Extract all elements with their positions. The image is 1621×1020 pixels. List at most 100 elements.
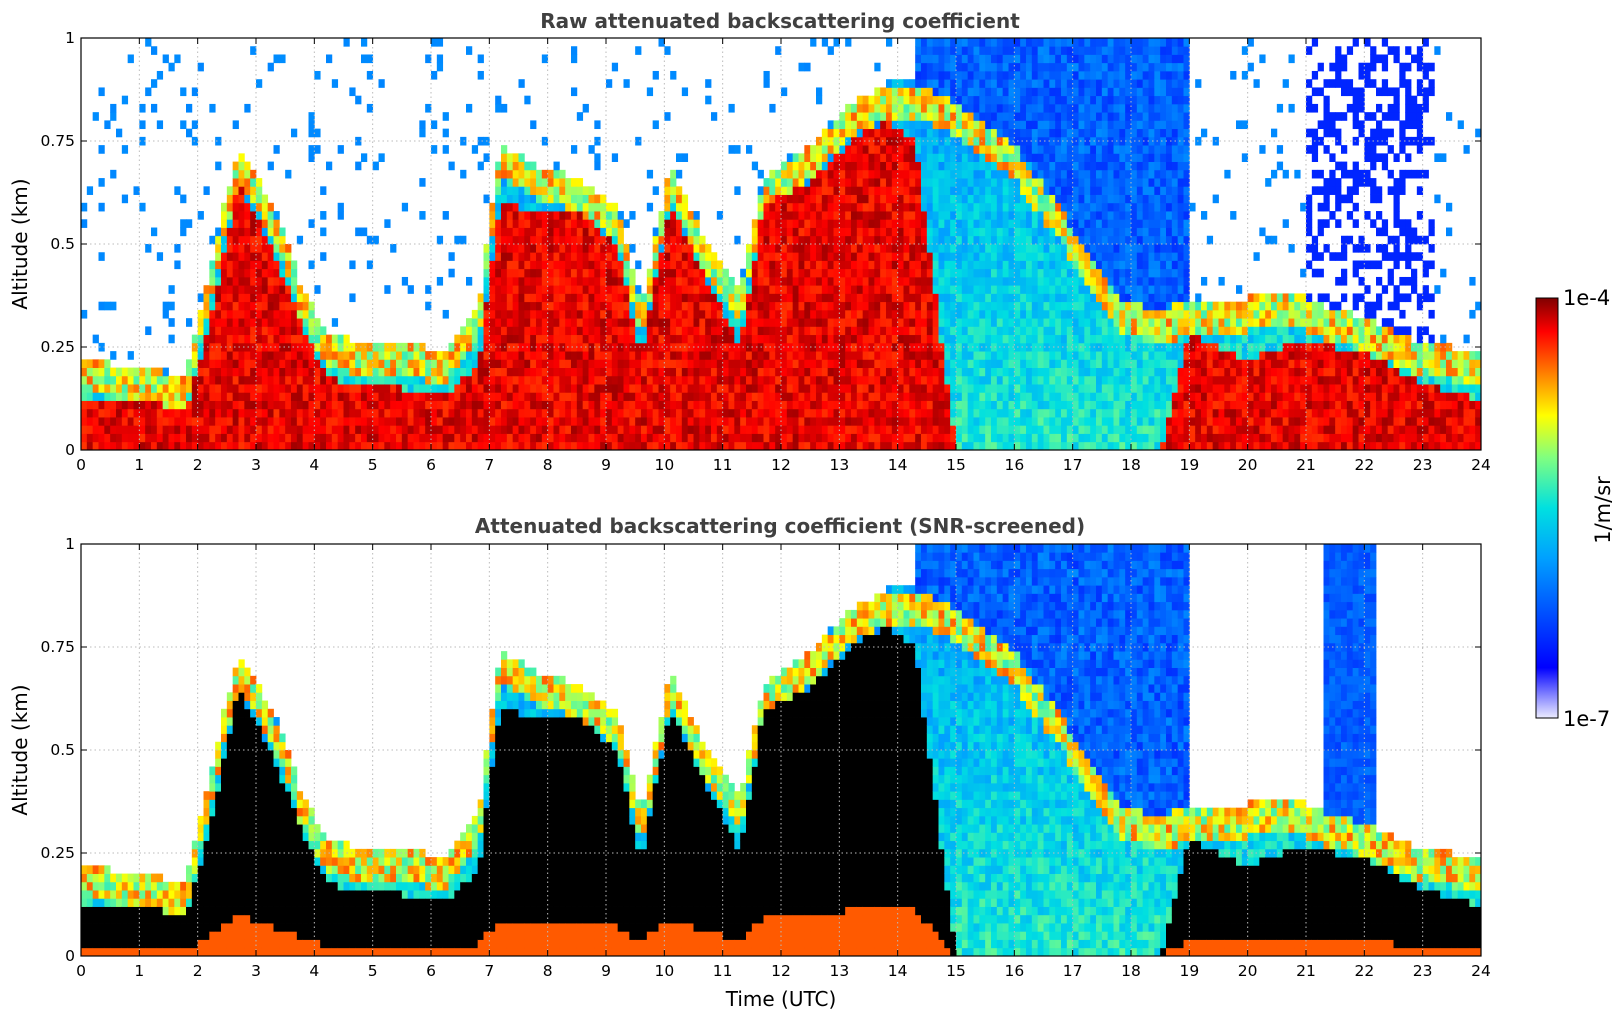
- heatmap-cell: [1043, 120, 1050, 130]
- heatmap-cell: [769, 186, 776, 195]
- heatmap-cell: [979, 326, 986, 336]
- heatmap-cell: [996, 318, 1004, 327]
- heatmap-cell: [419, 392, 426, 401]
- heatmap-cell: [845, 334, 852, 344]
- heatmap-cell: [81, 375, 88, 385]
- heatmap-cell: [891, 252, 899, 261]
- heatmap-cell: [757, 260, 764, 270]
- heatmap-cell: [285, 169, 292, 179]
- heatmap-cell: [786, 219, 794, 228]
- heatmap-cell: [238, 359, 245, 368]
- heatmap-cell: [238, 293, 245, 303]
- heatmap-cell: [250, 285, 257, 294]
- heatmap-cell: [985, 351, 992, 360]
- heatmap-cell: [792, 169, 799, 179]
- heatmap-cell: [623, 433, 630, 443]
- heatmap-cell: [139, 375, 146, 385]
- heatmap-cell: [956, 441, 963, 451]
- heatmap-cell: [221, 252, 228, 261]
- heatmap-cell: [845, 153, 852, 162]
- heatmap-cell: [588, 351, 595, 360]
- heatmap-cell: [961, 194, 969, 204]
- heatmap-cell: [180, 400, 187, 410]
- heatmap-cell: [938, 153, 945, 162]
- heatmap-cell: [518, 309, 525, 319]
- heatmap-cell: [991, 326, 998, 336]
- heatmap-cell: [921, 103, 928, 113]
- heatmap-cell: [938, 95, 945, 105]
- heatmap-cell: [652, 276, 659, 286]
- heatmap-cell: [256, 433, 263, 443]
- heatmap-cell: [816, 252, 823, 261]
- heatmap-cell: [606, 392, 613, 401]
- heatmap-cell: [530, 342, 537, 352]
- heatmap-cell: [786, 351, 794, 360]
- heatmap-cell: [944, 441, 951, 451]
- heatmap-cell: [320, 351, 327, 360]
- heatmap-cell: [501, 375, 508, 385]
- heatmap-cell: [121, 194, 129, 204]
- heatmap-cell: [769, 417, 776, 426]
- heatmap-cell: [460, 408, 467, 418]
- heatmap-cell: [693, 318, 700, 327]
- heatmap-cell: [903, 359, 910, 368]
- heatmap-cell: [565, 392, 572, 401]
- heatmap-cell: [331, 392, 339, 401]
- heatmap-cell: [541, 54, 549, 64]
- heatmap-cell: [996, 293, 1004, 303]
- heatmap-cell: [501, 153, 508, 162]
- heatmap-cell: [238, 235, 245, 245]
- heatmap-cell: [886, 441, 893, 451]
- heatmap-cell: [985, 136, 992, 146]
- heatmap-cell: [571, 367, 578, 377]
- heatmap-cell: [926, 252, 934, 261]
- heatmap-cell: [1020, 441, 1027, 451]
- heatmap-cell: [81, 384, 88, 393]
- heatmap-cell: [565, 186, 572, 195]
- heatmap-cell: [518, 342, 525, 352]
- heatmap-cell: [973, 128, 980, 138]
- heatmap-cell: [366, 367, 374, 377]
- heatmap-cell: [1002, 211, 1009, 220]
- heatmap-cell: [956, 79, 963, 88]
- heatmap-cell: [559, 425, 566, 434]
- heatmap-cell: [862, 252, 869, 261]
- heatmap-cell: [617, 351, 624, 360]
- heatmap-cell: [641, 433, 648, 443]
- heatmap-cell: [594, 153, 601, 162]
- heatmap-cell: [792, 178, 799, 187]
- heatmap-cell: [798, 293, 805, 303]
- heatmap-cell: [973, 318, 980, 327]
- heatmap-cell: [314, 400, 321, 410]
- heatmap-cell: [693, 301, 700, 311]
- heatmap-cell: [104, 408, 111, 418]
- heatmap-cell: [1002, 260, 1009, 270]
- heatmap-cell: [956, 268, 963, 278]
- heatmap-cell: [845, 186, 852, 195]
- heatmap-cell: [810, 417, 817, 426]
- heatmap-cell: [757, 202, 764, 212]
- heatmap-cell: [985, 112, 992, 121]
- heatmap-cell: [611, 318, 619, 327]
- heatmap-cell: [804, 417, 811, 426]
- heatmap-cell: [401, 392, 409, 401]
- heatmap-cell: [816, 235, 823, 245]
- heatmap-cell: [489, 227, 496, 237]
- heatmap-cell: [261, 268, 269, 278]
- heatmap-cell: [571, 276, 578, 286]
- heatmap-cell: [798, 202, 805, 212]
- heatmap-cell: [221, 425, 228, 434]
- heatmap-cell: [1002, 318, 1009, 327]
- heatmap-cell: [501, 194, 508, 204]
- heatmap-cell: [518, 227, 525, 237]
- heatmap-cell: [880, 186, 887, 195]
- heatmap-cell: [856, 153, 864, 162]
- heatmap-cell: [932, 112, 939, 121]
- heatmap-cell: [565, 227, 572, 237]
- heatmap-cell: [221, 334, 228, 344]
- heatmap-cell: [868, 103, 875, 113]
- heatmap-cell: [133, 384, 140, 393]
- heatmap-cell: [524, 318, 531, 327]
- heatmap-cell: [874, 153, 881, 162]
- heatmap-cell: [139, 384, 146, 393]
